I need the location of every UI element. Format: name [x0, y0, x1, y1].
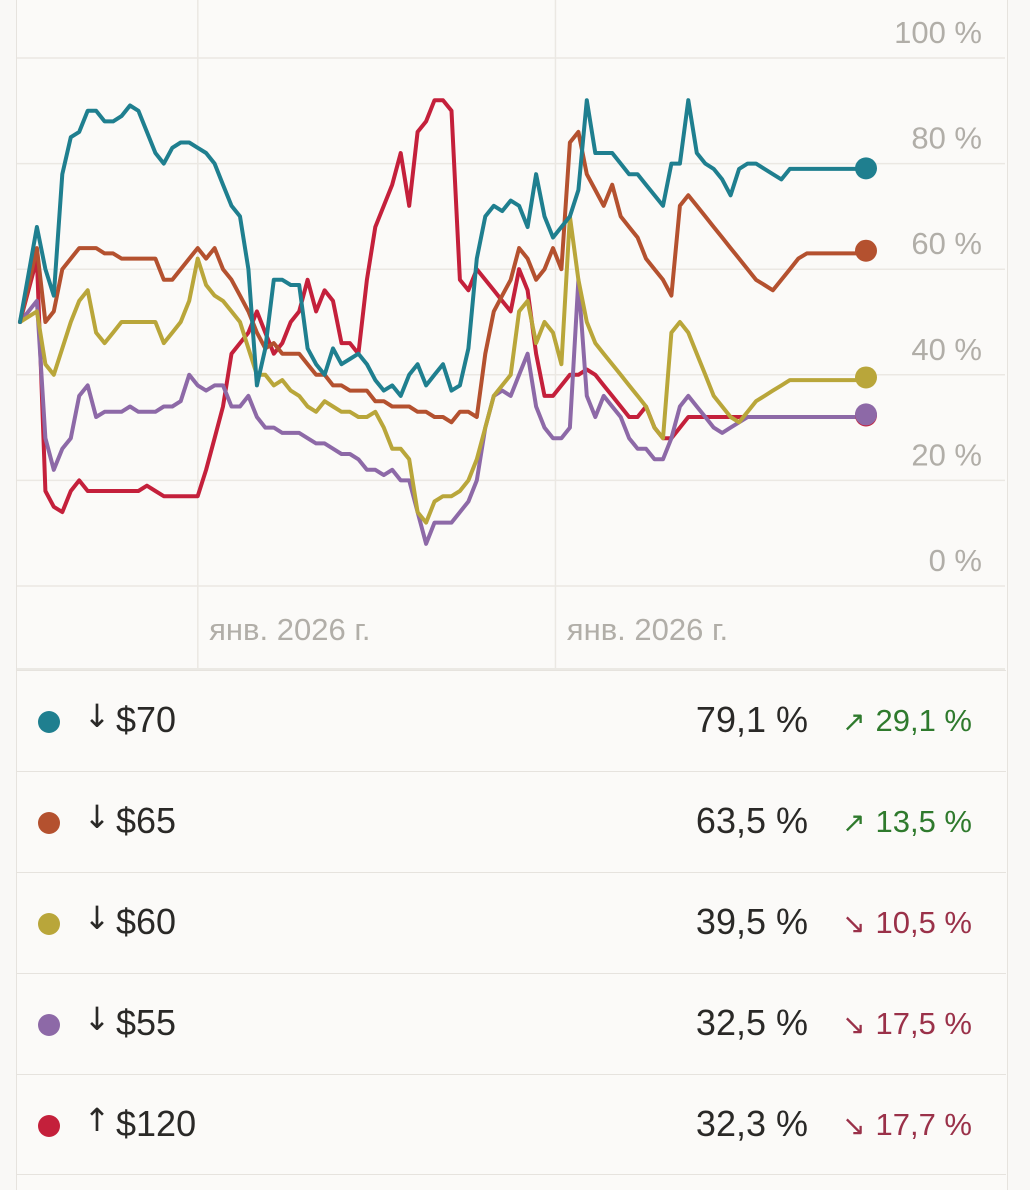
legend-change: ↗ 13,5 % — [842, 804, 972, 840]
series-line-120[interactable] — [18, 98, 868, 515]
legend-row-60[interactable]: ↓ $60 39,5 % ↘ 10,5 % — [16, 872, 1006, 973]
trend-up-icon: ↗ — [842, 806, 866, 839]
legend-label: $120 — [116, 1103, 197, 1144]
x-tick-label: янв. 2026 г. — [209, 612, 370, 647]
change-value: 13,5 % — [875, 804, 972, 839]
series-color-dot — [38, 1115, 60, 1137]
series-endpoint-60 — [855, 366, 877, 389]
legend-row-70[interactable]: ↓ $70 79,1 % ↗ 29,1 % — [16, 670, 1006, 771]
series-color-dot — [38, 812, 60, 834]
series-endpoint-55 — [855, 403, 877, 426]
legend-label: $70 — [116, 699, 177, 740]
series-endpoint-70 — [855, 157, 877, 180]
y-tick-label: 80 % — [911, 121, 982, 156]
series-line-55[interactable] — [18, 277, 868, 546]
change-value: 17,7 % — [875, 1107, 972, 1142]
grid — [17, 0, 1005, 670]
series-endpoints — [855, 157, 877, 427]
legend-value: 79,1 % — [695, 699, 808, 740]
down-arrow-icon: ↓ — [83, 1000, 111, 1038]
down-arrow-icon: ↓ — [83, 899, 111, 937]
legend-value: 63,5 % — [695, 800, 808, 841]
y-tick-label: 20 % — [911, 437, 982, 472]
legend-value: 39,5 % — [695, 901, 808, 942]
legend-value: 32,3 % — [695, 1103, 808, 1144]
series-color-dot — [38, 1014, 60, 1036]
y-tick-label: 60 % — [911, 226, 982, 261]
x-axis: янв. 2026 г. янв. 2026 г. — [209, 612, 728, 647]
legend-row-65[interactable]: ↓ $65 63,5 % ↗ 13,5 % — [16, 771, 1006, 872]
series-line-70[interactable] — [18, 98, 868, 398]
legend-change: ↘ 17,5 % — [842, 1006, 972, 1042]
legend-change: ↘ 17,7 % — [842, 1107, 972, 1143]
legend-row-120[interactable]: ↑ $120 32,3 % ↘ 17,7 % — [16, 1074, 1006, 1175]
trend-down-icon: ↘ — [842, 1109, 866, 1142]
change-value: 29,1 % — [875, 703, 972, 738]
legend-change: ↗ 29,1 % — [842, 703, 972, 739]
change-value: 10,5 % — [875, 905, 972, 940]
trend-down-icon: ↘ — [842, 907, 866, 940]
legend-change: ↘ 10,5 % — [842, 905, 972, 941]
legend-label: $55 — [116, 1002, 177, 1043]
y-tick-label: 100 % — [894, 15, 982, 50]
y-axis: 100 % 80 % 60 % 40 % 20 % 0 % — [894, 15, 982, 578]
down-arrow-icon: ↓ — [83, 798, 111, 836]
legend-label: $60 — [116, 901, 177, 942]
series-color-dot — [38, 711, 60, 733]
legend-label: $65 — [116, 800, 177, 841]
chart-card — [16, 0, 1008, 1190]
up-arrow-icon: ↑ — [83, 1101, 111, 1139]
line-chart: 100 %80 %60 %40 %20 %0 % янв. 2026 г. янв… — [17, 0, 1005, 670]
series-line-65[interactable] — [18, 129, 868, 425]
trend-down-icon: ↘ — [842, 1008, 866, 1041]
y-tick-label: 0 % — [929, 543, 982, 578]
down-arrow-icon: ↓ — [83, 697, 111, 735]
series-line-60[interactable] — [18, 214, 868, 525]
series-color-dot — [38, 913, 60, 935]
change-value: 17,5 % — [875, 1006, 972, 1041]
trend-up-icon: ↗ — [842, 705, 866, 738]
legend-row-55[interactable]: ↓ $55 32,5 % ↘ 17,5 % — [16, 973, 1006, 1074]
series-endpoint-65 — [855, 239, 877, 262]
series-lines — [18, 98, 868, 546]
y-tick-label: 40 % — [911, 332, 982, 367]
x-tick-label: янв. 2026 г. — [567, 612, 728, 647]
legend-value: 32,5 % — [695, 1002, 808, 1043]
